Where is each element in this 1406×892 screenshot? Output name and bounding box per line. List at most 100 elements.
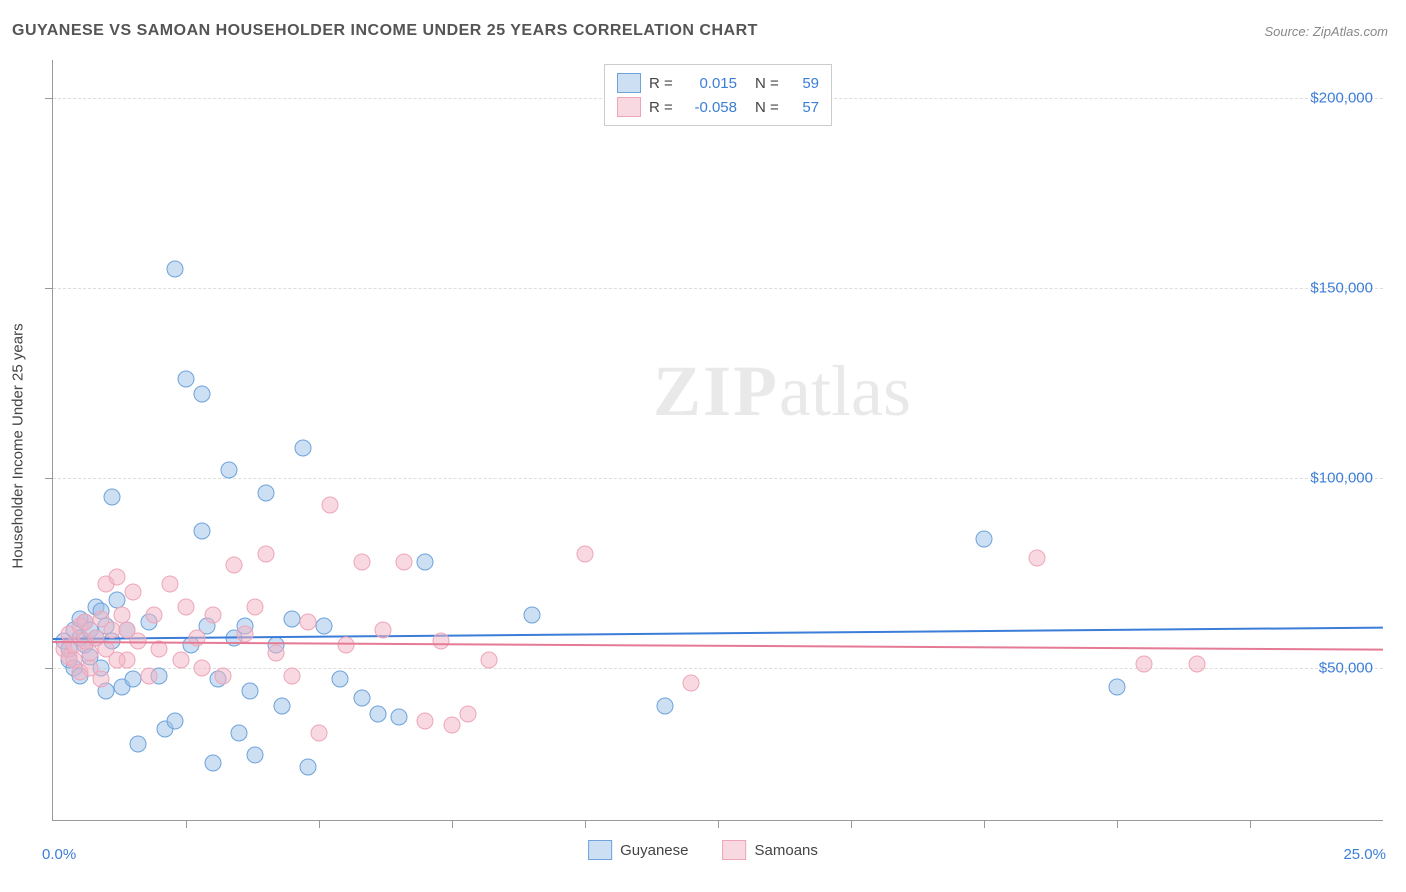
- scatter-point: [140, 667, 157, 684]
- legend-series-label: Guyanese: [620, 842, 688, 859]
- scatter-point: [284, 610, 301, 627]
- x-tick: [1117, 820, 1118, 828]
- y-tick: [45, 98, 53, 99]
- scatter-point: [284, 667, 301, 684]
- legend-n-value: 59: [791, 75, 819, 92]
- scatter-point: [523, 606, 540, 623]
- scatter-point: [204, 606, 221, 623]
- y-tick: [45, 668, 53, 669]
- watermark-atlas: atlas: [779, 351, 911, 431]
- x-axis-min-label: 0.0%: [42, 846, 76, 863]
- gridline: [53, 668, 1383, 669]
- legend-swatch: [588, 840, 612, 860]
- scatter-point: [225, 557, 242, 574]
- scatter-point: [130, 736, 147, 753]
- scatter-point: [332, 671, 349, 688]
- legend-row: R = 0.015 N = 59: [617, 71, 819, 95]
- scatter-point: [374, 622, 391, 639]
- scatter-point: [417, 553, 434, 570]
- scatter-point: [108, 652, 125, 669]
- legend-r-label: R =: [649, 75, 677, 92]
- x-axis-max-label: 25.0%: [1343, 846, 1386, 863]
- scatter-point: [337, 637, 354, 654]
- scatter-point: [1188, 656, 1205, 673]
- scatter-point: [124, 671, 141, 688]
- scatter-point: [353, 690, 370, 707]
- scatter-point: [108, 568, 125, 585]
- scatter-point: [321, 496, 338, 513]
- x-tick: [1250, 820, 1251, 828]
- y-tick: [45, 478, 53, 479]
- scatter-point: [683, 675, 700, 692]
- x-tick: [319, 820, 320, 828]
- scatter-point: [236, 625, 253, 642]
- scatter-point: [247, 747, 264, 764]
- legend-r-value: 0.015: [685, 75, 737, 92]
- scatter-point: [172, 652, 189, 669]
- scatter-point: [976, 530, 993, 547]
- legend-bottom: Guyanese Samoans: [588, 840, 818, 860]
- scatter-point: [353, 553, 370, 570]
- legend-series-item: Samoans: [723, 840, 818, 860]
- scatter-point: [1135, 656, 1152, 673]
- scatter-point: [311, 724, 328, 741]
- scatter-point: [231, 724, 248, 741]
- scatter-point: [178, 599, 195, 616]
- scatter-point: [124, 584, 141, 601]
- legend-correlation: R = 0.015 N = 59R = -0.058 N = 57: [604, 64, 832, 126]
- x-tick: [186, 820, 187, 828]
- x-tick: [984, 820, 985, 828]
- scatter-point: [146, 606, 163, 623]
- scatter-point: [390, 709, 407, 726]
- scatter-point: [247, 599, 264, 616]
- legend-n-label: N =: [755, 75, 783, 92]
- scatter-point: [300, 758, 317, 775]
- legend-r-value: -0.058: [685, 99, 737, 116]
- legend-swatch: [723, 840, 747, 860]
- scatter-point: [103, 489, 120, 506]
- scatter-point: [433, 633, 450, 650]
- scatter-point: [167, 713, 184, 730]
- scatter-point: [178, 371, 195, 388]
- scatter-point: [295, 439, 312, 456]
- y-tick-label: $150,000: [1310, 280, 1373, 297]
- scatter-point: [459, 705, 476, 722]
- scatter-point: [417, 713, 434, 730]
- legend-swatch: [617, 73, 641, 93]
- legend-series-item: Guyanese: [588, 840, 688, 860]
- scatter-point: [444, 717, 461, 734]
- scatter-point: [92, 671, 109, 688]
- x-tick: [851, 820, 852, 828]
- gridline: [53, 288, 1383, 289]
- scatter-point: [300, 614, 317, 631]
- legend-row: R =-0.058N =57: [617, 95, 819, 119]
- scatter-point: [241, 682, 258, 699]
- y-tick-label: $100,000: [1310, 470, 1373, 487]
- y-tick-label: $50,000: [1319, 660, 1373, 677]
- trend-line: [53, 641, 1383, 651]
- scatter-point: [193, 523, 210, 540]
- legend-n-value: 57: [791, 99, 819, 116]
- scatter-point: [369, 705, 386, 722]
- x-tick: [452, 820, 453, 828]
- scatter-point: [273, 698, 290, 715]
- scatter-point: [656, 698, 673, 715]
- scatter-point: [257, 485, 274, 502]
- scatter-point: [396, 553, 413, 570]
- scatter-point: [193, 386, 210, 403]
- scatter-point: [119, 622, 136, 639]
- scatter-point: [193, 660, 210, 677]
- legend-swatch: [617, 97, 641, 117]
- scatter-point: [257, 546, 274, 563]
- gridline: [53, 478, 1383, 479]
- scatter-point: [577, 546, 594, 563]
- scatter-point: [1029, 549, 1046, 566]
- scatter-point: [481, 652, 498, 669]
- y-tick-label: $200,000: [1310, 90, 1373, 107]
- scatter-point: [268, 644, 285, 661]
- legend-n-label: N =: [755, 99, 783, 116]
- scatter-point: [204, 755, 221, 772]
- scatter-point: [215, 667, 232, 684]
- watermark: ZIPatlas: [653, 350, 911, 433]
- y-tick: [45, 288, 53, 289]
